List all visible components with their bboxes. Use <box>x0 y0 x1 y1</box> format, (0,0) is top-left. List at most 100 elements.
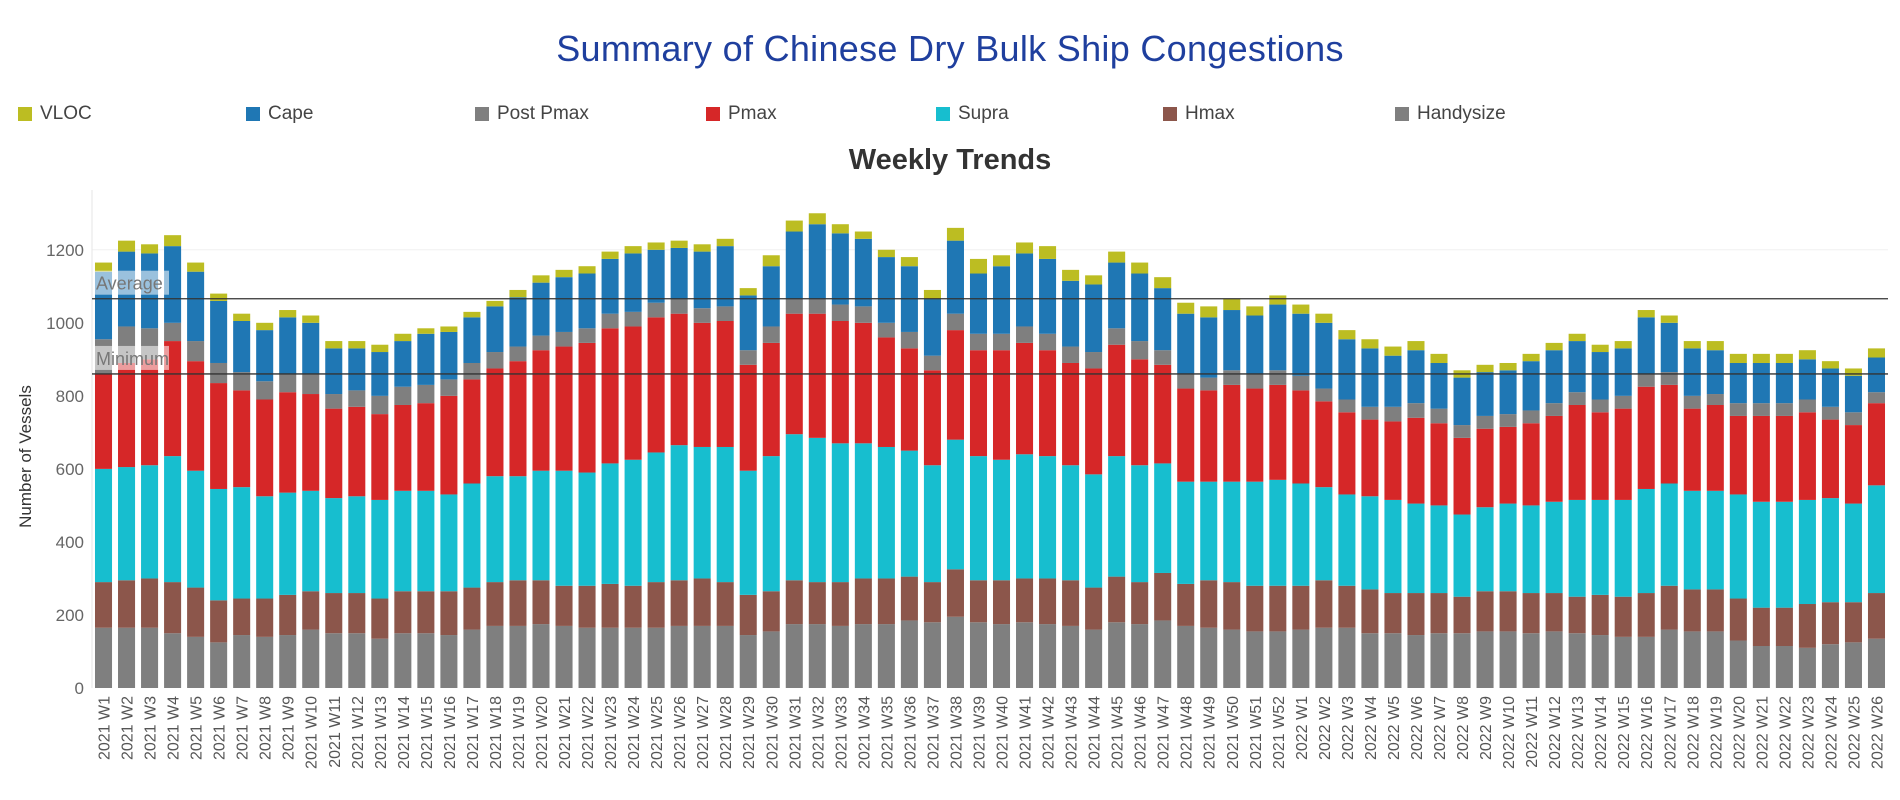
bar-segment-pmax <box>394 404 412 491</box>
bar-segment-vloc <box>1384 346 1402 356</box>
bar-segment-handysize <box>1568 633 1586 688</box>
bar-segment-handysize <box>1798 647 1816 688</box>
legend-label: Supra <box>958 103 1009 124</box>
bar-segment-supra <box>1453 514 1471 597</box>
bar-segment-post-pmax <box>1062 346 1080 363</box>
x-tick-label: 2022 W4 <box>1363 696 1380 760</box>
bar-segment-post-pmax <box>555 331 573 347</box>
bar-segment-post-pmax <box>1016 326 1034 343</box>
bar-segment-post-pmax <box>1269 370 1287 385</box>
bar-segment-cape <box>302 322 320 374</box>
legend-label: Cape <box>268 103 314 124</box>
bar-segment-vloc <box>1476 364 1494 373</box>
bar-segment-hmax <box>1154 572 1172 621</box>
bar-segment-hmax <box>854 578 872 625</box>
bar-segment-pmax <box>509 361 527 477</box>
bar-segment-handysize <box>417 633 435 688</box>
bar-segment-pmax <box>440 395 458 495</box>
legend-label: Pmax <box>728 103 777 124</box>
x-tick-label: 2021 W48 <box>1179 696 1196 769</box>
bar-segment-vloc <box>1131 262 1149 274</box>
bar-segment-cape <box>1867 357 1886 393</box>
bar-segment-handysize <box>141 627 159 688</box>
bar-segment-post-pmax <box>1775 403 1793 416</box>
bar-segment-vloc <box>1177 302 1195 314</box>
bar-segment-hmax <box>1476 591 1494 632</box>
bar-segment-supra <box>601 463 619 584</box>
bar-segment-vloc <box>1062 269 1080 281</box>
bar-segment-vloc <box>1430 353 1448 363</box>
bar-segment-supra <box>164 456 182 583</box>
x-tick-label: 2022 W11 <box>1524 696 1541 768</box>
chart-subtitle: Weekly Trends <box>848 144 1052 176</box>
bar-segment-vloc <box>1338 330 1356 340</box>
bar-segment-post-pmax <box>1867 392 1886 404</box>
bar-segment-supra <box>1821 498 1839 603</box>
bar-segment-pmax <box>532 350 550 471</box>
bar-segment-vloc <box>1246 306 1264 316</box>
x-tick-label: 2021 W2 <box>120 696 137 760</box>
bar-segment-post-pmax <box>969 333 988 351</box>
bar-segment-supra <box>624 459 642 586</box>
bar-segment-vloc <box>1798 350 1816 360</box>
bar-segment-handysize <box>279 635 297 688</box>
bar-segment-supra <box>946 439 964 570</box>
bar-segment-vloc <box>1752 353 1770 363</box>
bar-segment-pmax <box>1177 388 1195 482</box>
x-tick-label: 2021 W26 <box>672 696 689 769</box>
bar-segment-vloc <box>1545 342 1563 351</box>
bar-segment-supra <box>1361 496 1379 590</box>
bar-segment-vloc <box>1407 341 1425 351</box>
bar-segment-cape <box>923 299 941 356</box>
reference-label-minimum: Minimum <box>96 349 169 369</box>
bar-segment-cape <box>555 277 573 332</box>
bar-segment-vloc <box>647 242 665 250</box>
bar-segment-pmax <box>1246 388 1264 482</box>
x-tick-label: 2021 W13 <box>373 696 390 769</box>
bar-segment-supra <box>118 467 136 581</box>
bar-segment-handysize <box>1269 631 1287 688</box>
bar-segment-post-pmax <box>233 372 251 391</box>
bar-segment-hmax <box>739 594 757 636</box>
bar-segment-post-pmax <box>394 386 412 405</box>
bar-segment-hmax <box>555 585 573 626</box>
bar-segment-hmax <box>417 591 435 634</box>
bar-segment-post-pmax <box>693 308 711 323</box>
bar-segment-post-pmax <box>831 304 849 321</box>
bar-segment-supra <box>555 470 573 586</box>
bar-segment-pmax <box>141 359 159 466</box>
bar-segment-hmax <box>578 585 596 628</box>
bar-segment-pmax <box>1453 437 1471 515</box>
bar-segment-supra <box>463 483 481 588</box>
bar-segment-handysize <box>1430 633 1448 688</box>
bar-segment-cape <box>1108 262 1126 329</box>
x-tick-label: 2022 W21 <box>1754 696 1771 769</box>
bar-segment-handysize <box>1775 646 1793 688</box>
bar-segment-supra <box>647 452 665 583</box>
bar-segment-supra <box>1085 474 1103 588</box>
reference-label-average: Average <box>96 274 163 294</box>
bar-segment-handysize <box>1867 638 1886 688</box>
bar-segment-hmax <box>94 582 113 628</box>
bar-segment-hmax <box>831 582 849 626</box>
bar-segment-post-pmax <box>1085 352 1103 369</box>
bar-segment-hmax <box>877 578 895 625</box>
bar-segment-hmax <box>1453 596 1471 634</box>
bar-segment-supra <box>1614 499 1632 597</box>
bar-segment-cape <box>1361 348 1379 407</box>
bar-segment-cape <box>1246 315 1264 374</box>
legend-item-hmax: Hmax <box>1163 103 1235 125</box>
x-tick-label: 2021 W47 <box>1156 696 1173 769</box>
bar-segment-supra <box>1637 488 1655 594</box>
bar-segment-supra <box>900 450 918 577</box>
bar-segment-hmax <box>946 569 964 617</box>
bar-segment-cape <box>946 240 964 314</box>
bar-segment-supra <box>693 446 711 579</box>
bar-segment-hmax <box>1637 593 1655 637</box>
bar-segment-cape <box>1177 313 1195 374</box>
x-tick-label: 2021 W41 <box>1018 696 1035 769</box>
bar-segment-post-pmax <box>440 379 458 396</box>
bar-segment-vloc <box>1614 341 1632 349</box>
reference-label-bg <box>93 345 169 370</box>
bar-segment-handysize <box>1108 622 1126 688</box>
